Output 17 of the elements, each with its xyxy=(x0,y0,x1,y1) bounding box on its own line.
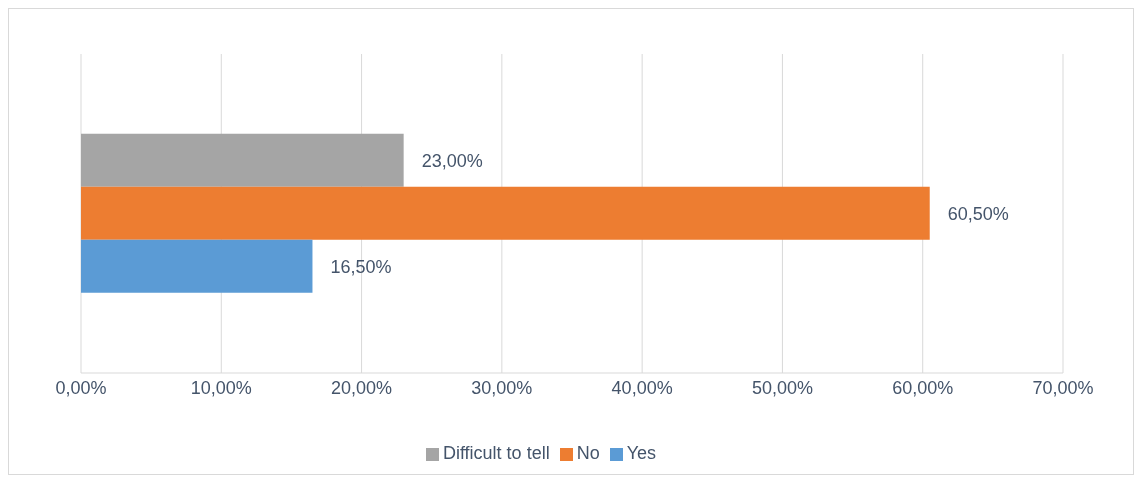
data-label: 23,00% xyxy=(421,150,483,171)
x-tick-label: 0,00% xyxy=(55,377,107,398)
x-tick-label: 60,00% xyxy=(892,377,954,398)
data-label: 60,50% xyxy=(947,203,1009,224)
x-tick-label: 50,00% xyxy=(751,377,813,398)
x-tick-label: 20,00% xyxy=(331,377,393,398)
legend-label: Yes xyxy=(626,443,657,463)
data-label: 16,50% xyxy=(330,256,392,277)
x-tick-label: 10,00% xyxy=(190,377,252,398)
x-tick-label: 70,00% xyxy=(1032,377,1094,398)
bar xyxy=(81,239,313,293)
legend-label: Difficult to tell xyxy=(442,443,550,463)
x-tick-label: 30,00% xyxy=(471,377,533,398)
bar xyxy=(81,133,404,187)
bar xyxy=(81,186,930,240)
legend-label: No xyxy=(576,443,600,463)
x-tick-label: 40,00% xyxy=(611,377,673,398)
